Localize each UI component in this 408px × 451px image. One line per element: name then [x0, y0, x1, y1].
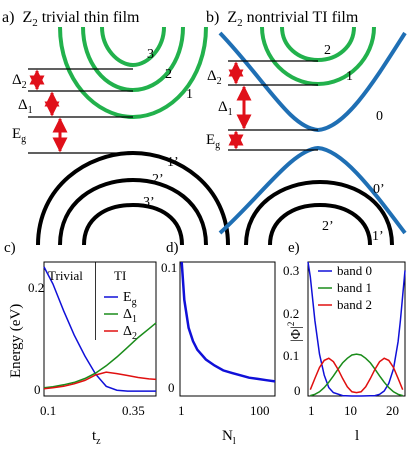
panel-a: a) Z2 trivial thin film Δ2 Δ1 Eg 3 2 1 1…: [2, 9, 230, 246]
delta1-label: Δ1: [218, 99, 233, 118]
panel-c-ylabel: Energy (eV): [8, 304, 24, 378]
panel-e-series-1-line: [310, 353, 403, 397]
panel-d-ytick-0: 0.1: [161, 260, 177, 275]
band-label-2: 2: [324, 43, 331, 58]
panel-d-frame: [179, 261, 276, 397]
panel-c-plot: [43, 266, 157, 392]
band-0p: [218, 145, 407, 235]
band-label-3: 3: [147, 47, 154, 62]
panel-d-xtick-1: 100: [250, 403, 270, 418]
panel-d-ytick-1: 0: [168, 380, 175, 395]
band-label-2p: 2’: [322, 219, 334, 234]
legend-band2-label: band 2: [337, 297, 372, 312]
region-label-trivial: Trivial: [48, 268, 83, 283]
band-label-0p: 0’: [373, 182, 385, 197]
panel-c-frame: [43, 261, 157, 397]
legend-delta1-label: Δ1: [123, 307, 137, 325]
panel-e-ytick-1: 0.2: [283, 306, 299, 321]
panel-d-series-0-line: [180, 261, 276, 383]
panel-e-ylabel: |Φ|2: [286, 322, 304, 342]
delta2-label: Δ2: [12, 72, 27, 91]
legend-band1-label: band 1: [337, 280, 372, 295]
panel-a-title: a) Z2 trivial thin film: [2, 9, 140, 29]
legend-delta2-label: Δ2: [123, 324, 137, 342]
eg-label: Eg: [206, 132, 220, 151]
valence-band-1p: [36, 150, 230, 246]
panel-c-xlabel: tz: [92, 428, 101, 447]
conduction-band-2: [280, 26, 356, 63]
panel-c-ytick-0: 0.2: [28, 280, 44, 295]
delta1-label: Δ1: [18, 97, 33, 116]
band-label-0: 0: [376, 109, 383, 124]
panel-d-plot: [180, 261, 276, 383]
panel-d-xtick-0: 1: [178, 403, 185, 418]
region-label-ti: TI: [114, 268, 126, 283]
panel-d-letter: d): [166, 240, 179, 256]
conduction-band-2: [81, 26, 185, 93]
panel-c-series-0-line: [43, 266, 156, 392]
panel-e-xtick-1: 10: [344, 403, 357, 418]
band-label-1: 1: [346, 69, 353, 84]
panel-c-xtick-1: 0.35: [122, 403, 145, 418]
band-label-1: 1: [186, 87, 193, 102]
band-label-1p: 1’: [167, 155, 179, 170]
panel-d: d) 0.1 0 1 100 Nl: [161, 240, 276, 447]
panel-e-letter: e): [288, 240, 300, 256]
panel-e-ytick-0: 0.3: [283, 263, 299, 278]
panel-e-series-2-line: [309, 357, 404, 394]
panel-c-series-2-line: [43, 371, 157, 390]
conduction-band-1: [260, 26, 376, 87]
panel-e: e) band 0 band 1 band 2 0.3 0.2 0.1 0 1 …: [283, 240, 406, 444]
conduction-band-3: [100, 26, 166, 68]
band-label-1p: 1’: [372, 229, 384, 244]
panel-b: b) Z2 nontrivial TI film Δ2 Δ1 Eg 2 1 0 …: [206, 9, 407, 246]
valence-band-2p: [268, 202, 372, 246]
legend-band0-label: band 0: [337, 263, 372, 278]
band-label-3p: 3’: [143, 195, 155, 210]
valence-band-3p: [82, 202, 184, 246]
panel-c-series-1-line: [43, 322, 157, 389]
panel-e-series-0-line: [307, 261, 406, 397]
panel-c-xtick-0: 0.1: [40, 403, 56, 418]
panel-e-ytick-2: 0.1: [283, 348, 299, 363]
panel-e-xtick-0: 1: [308, 403, 315, 418]
panel-c-ytick-1: 0: [34, 382, 41, 397]
panel-e-plot: [307, 261, 406, 397]
panel-e-xlabel: l: [355, 428, 359, 444]
panel-c-letter: c): [4, 240, 16, 256]
band-label-2: 2: [165, 67, 172, 82]
panel-d-xlabel: Nl: [222, 428, 236, 447]
panel-c: c) Trivial TI Eg Δ1 Δ2 0.2 0 0.1 0.35 En…: [4, 240, 157, 447]
panel-b-title: b) Z2 nontrivial TI film: [206, 9, 359, 29]
valence-band-1p: [244, 179, 394, 246]
legend-eg-label: Eg: [123, 290, 137, 308]
band-label-2p: 2’: [152, 172, 164, 187]
eg-label: Eg: [12, 126, 26, 145]
panel-e-ytick-3: 0: [294, 383, 301, 398]
delta2-label: Δ2: [207, 68, 222, 87]
conduction-band-1: [58, 26, 208, 120]
valence-band-2p: [58, 177, 208, 246]
panel-e-xtick-2: 20: [386, 403, 399, 418]
